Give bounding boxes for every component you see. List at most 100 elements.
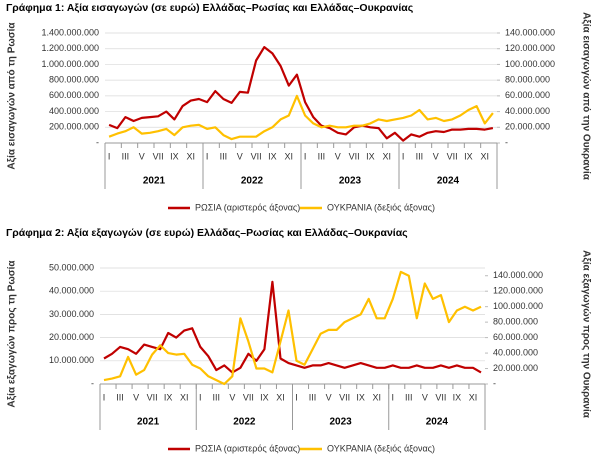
y-tick-label: 20.000.000 [49, 332, 94, 342]
y2-tick-label: - [505, 137, 508, 147]
x-tick-label: I [206, 151, 209, 161]
x-tick-label: XI [372, 392, 381, 402]
x-tick-label: I [392, 392, 395, 402]
x-tick-label: IX [260, 392, 269, 402]
x-tick-label: I [295, 392, 298, 402]
x-tick-label: IX [464, 151, 473, 161]
y-tick-label: 50.000.000 [49, 262, 94, 272]
x-tick-label: IX [366, 151, 375, 161]
y2-tick-label: 100.000.000 [493, 301, 543, 311]
x-tick-label: XI [382, 151, 391, 161]
year-label: 2024 [437, 176, 460, 187]
y-tick-label: 10.000.000 [49, 355, 94, 365]
x-tick-label: XI [186, 151, 195, 161]
x-tick-label: V [139, 151, 145, 161]
x-tick-label: V [133, 392, 139, 402]
chart: Γράφημα 1: Αξία εισαγωγών (σε ευρώ) Ελλά… [6, 2, 591, 213]
year-label: 2023 [339, 176, 362, 187]
x-tick-label: V [422, 392, 428, 402]
x-tick-label: V [237, 151, 243, 161]
year-label: 2023 [330, 417, 353, 428]
y-tick-label: 600.000.000 [49, 90, 99, 100]
y2-tick-label: 120.000.000 [505, 43, 555, 53]
x-tick-label: XI [180, 392, 189, 402]
y2-tick-label: 20.000.000 [493, 363, 538, 373]
y-axis-title: Αξία εισαγωγών από τη Ρωσία [7, 22, 18, 170]
x-tick-label: V [326, 392, 332, 402]
series-line [103, 270, 482, 386]
y-tick-label: 40.000.000 [49, 286, 94, 296]
x-tick-label: XI [480, 151, 489, 161]
y2-tick-label: 60.000.000 [493, 332, 538, 342]
y-tick-label: - [91, 378, 94, 388]
y2-tick-label: 80.000.000 [505, 75, 550, 85]
x-tick-label: III [213, 392, 221, 402]
x-tick-label: VII [447, 151, 458, 161]
x-tick-label: XI [284, 151, 293, 161]
legend-label: ΡΩΣΙΑ (αριστερός άξονας) [195, 443, 300, 453]
x-tick-label: VII [251, 151, 262, 161]
y2-tick-label: - [493, 378, 496, 388]
y2-axis-title: Αξία εξαγωγών προς την Ουκρανία [580, 250, 591, 419]
x-tick-label: III [405, 392, 413, 402]
x-tick-label: IX [268, 151, 277, 161]
x-tick-label: V [433, 151, 439, 161]
chart-title: Γράφημα 2: Αξία εξαγωγών (σε ευρώ) Ελλάδ… [6, 227, 408, 239]
y-tick-label: 1.400.000.000 [41, 27, 99, 37]
y-tick-label: 200.000.000 [49, 122, 99, 132]
y2-tick-label: 80.000.000 [493, 317, 538, 327]
year-label: 2022 [233, 417, 256, 428]
legend-label: ΡΩΣΙΑ (αριστερός άξονας) [195, 202, 300, 212]
x-tick-label: VII [339, 392, 350, 402]
x-tick-label: III [220, 151, 228, 161]
x-tick-label: III [309, 392, 317, 402]
chart-title: Γράφημα 1: Αξία εισαγωγών (σε ευρώ) Ελλά… [6, 2, 414, 14]
year-label: 2021 [143, 176, 166, 187]
x-tick-label: IX [453, 392, 462, 402]
year-label: 2024 [426, 417, 449, 428]
y-tick-label: - [96, 137, 99, 147]
y-tick-label: 30.000.000 [49, 309, 94, 319]
x-tick-label: I [199, 392, 202, 402]
y-tick-label: 400.000.000 [49, 106, 99, 116]
x-tick-label: XI [469, 392, 478, 402]
x-tick-label: VII [153, 151, 164, 161]
y2-tick-label: 20.000.000 [505, 122, 550, 132]
x-tick-label: I [103, 392, 106, 402]
series-line [108, 94, 494, 141]
x-tick-label: VII [147, 392, 158, 402]
legend-label: ΟΥΚΡΑΝΙΑ (δεξιός άξονας) [327, 202, 435, 212]
x-tick-label: IX [356, 392, 365, 402]
y2-tick-label: 40.000.000 [493, 347, 538, 357]
chart: Γράφημα 2: Αξία εξαγωγών (σε ευρώ) Ελλάδ… [6, 227, 591, 454]
legend-label: ΟΥΚΡΑΝΙΑ (δεξιός άξονας) [327, 443, 435, 453]
y-tick-label: 1.200.000.000 [41, 43, 99, 53]
year-label: 2022 [241, 176, 264, 187]
x-tick-label: III [122, 151, 130, 161]
series-line [103, 280, 482, 374]
x-tick-label: III [116, 392, 124, 402]
y2-axis-title: Αξία εισαγωγών από την Ουκρανία [580, 12, 591, 181]
x-tick-label: VII [349, 151, 360, 161]
x-tick-label: VII [435, 392, 446, 402]
y2-tick-label: 60.000.000 [505, 90, 550, 100]
y2-tick-label: 120.000.000 [493, 286, 543, 296]
x-tick-label: I [304, 151, 307, 161]
y-axis-title: Αξία εξαγωγών προς τη Ρωσία [7, 260, 18, 408]
x-tick-label: IX [164, 392, 173, 402]
x-tick-label: I [108, 151, 111, 161]
x-tick-label: III [318, 151, 326, 161]
y2-tick-label: 140.000.000 [505, 27, 555, 37]
y2-tick-label: 40.000.000 [505, 106, 550, 116]
series-line [108, 46, 494, 142]
x-tick-label: III [416, 151, 424, 161]
year-label: 2021 [137, 417, 160, 428]
y-tick-label: 1.000.000.000 [41, 59, 99, 69]
x-tick-label: V [335, 151, 341, 161]
x-tick-label: V [229, 392, 235, 402]
y2-tick-label: 100.000.000 [505, 59, 555, 69]
x-tick-label: I [402, 151, 405, 161]
x-tick-label: XI [276, 392, 285, 402]
x-tick-label: VII [243, 392, 254, 402]
